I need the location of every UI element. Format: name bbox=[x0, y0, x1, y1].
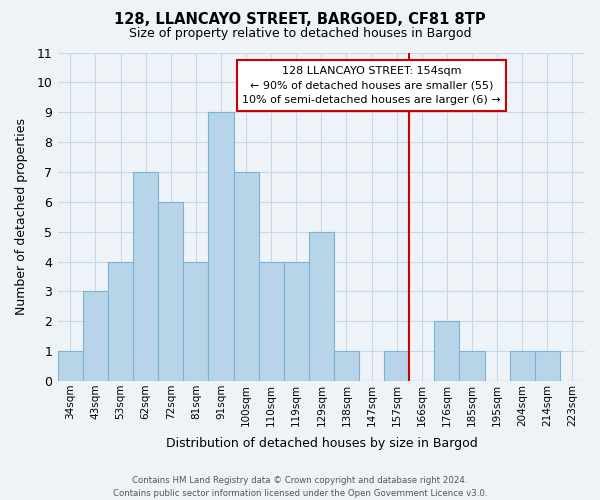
Bar bbox=[460, 351, 485, 381]
Bar bbox=[259, 262, 284, 381]
Bar bbox=[183, 262, 208, 381]
Bar bbox=[58, 351, 83, 381]
Y-axis label: Number of detached properties: Number of detached properties bbox=[15, 118, 28, 315]
Bar bbox=[108, 262, 133, 381]
Bar bbox=[233, 172, 259, 381]
Bar bbox=[208, 112, 233, 381]
Text: 128 LLANCAYO STREET: 154sqm
← 90% of detached houses are smaller (55)
10% of sem: 128 LLANCAYO STREET: 154sqm ← 90% of det… bbox=[242, 66, 501, 105]
Bar bbox=[509, 351, 535, 381]
Bar bbox=[158, 202, 183, 381]
X-axis label: Distribution of detached houses by size in Bargod: Distribution of detached houses by size … bbox=[166, 437, 477, 450]
Bar bbox=[83, 292, 108, 381]
Bar bbox=[133, 172, 158, 381]
Text: Contains HM Land Registry data © Crown copyright and database right 2024.
Contai: Contains HM Land Registry data © Crown c… bbox=[113, 476, 487, 498]
Text: Size of property relative to detached houses in Bargod: Size of property relative to detached ho… bbox=[129, 28, 471, 40]
Text: 128, LLANCAYO STREET, BARGOED, CF81 8TP: 128, LLANCAYO STREET, BARGOED, CF81 8TP bbox=[114, 12, 486, 28]
Bar bbox=[535, 351, 560, 381]
Bar bbox=[384, 351, 409, 381]
Bar bbox=[434, 322, 460, 381]
Bar bbox=[334, 351, 359, 381]
Bar bbox=[284, 262, 309, 381]
Bar bbox=[309, 232, 334, 381]
